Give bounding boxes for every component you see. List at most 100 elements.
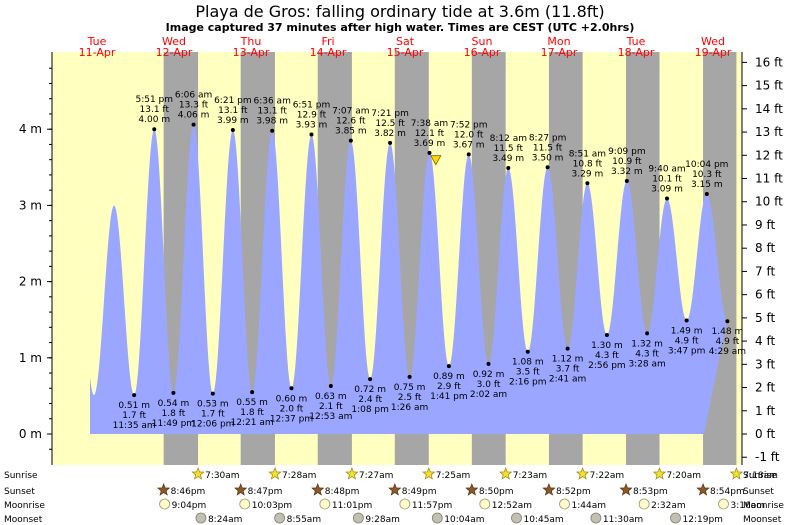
sunrise-time: 7:20am (667, 471, 702, 481)
low-tide-ft: 4.9 ft (716, 337, 740, 347)
low-tide-point (486, 361, 491, 366)
low-tide-m: 0.55 m (236, 398, 268, 408)
day-date: 19-Apr (695, 46, 732, 59)
moonset-icon (352, 512, 364, 524)
low-tide-point (368, 377, 373, 382)
right-tick-label: 14 ft (755, 102, 783, 116)
axes: 0 m 1 m 2 m 3 m 4 m -1 ft 0 ft 1 ft 2 ft 3 ft 4 ft… (19, 52, 783, 465)
high-tide-ft: 10.3 ft (692, 170, 722, 180)
high-tide-ft: 12.9 ft (297, 111, 327, 121)
sunrise-time: 7:18am (743, 471, 778, 481)
low-tide-point (565, 346, 570, 351)
low-tide-point (171, 390, 176, 395)
low-tide-time: 2:41 am (549, 375, 586, 385)
moonset-icon (670, 512, 681, 524)
high-tide-ft: 11.5 ft (494, 144, 524, 154)
low-tide-ft: 4.3 ft (635, 349, 659, 359)
high-tide-time: 6:06 am (175, 91, 212, 101)
sunrise-icon (652, 467, 667, 480)
low-tide-time: 12:06 pm (191, 420, 234, 430)
low-tide-time: 11:49 pm (152, 419, 195, 429)
day-weekday: Thu (240, 35, 262, 48)
low-tide-ft: 2.0 ft (280, 404, 304, 414)
sunrise-icon (422, 467, 436, 480)
low-tide-point (250, 390, 255, 395)
high-tide-point (704, 191, 709, 196)
low-tide-m: 0.63 m (315, 392, 347, 402)
sunset-icon (388, 483, 402, 496)
low-tide-point (645, 331, 650, 336)
high-tide-m: 3.09 m (651, 185, 683, 195)
high-tide-m: 4.00 m (138, 115, 170, 125)
low-tide-ft: 1.8 ft (240, 408, 264, 418)
sunrise-icon (191, 467, 205, 480)
right-tick-label: 1 ft (755, 404, 775, 418)
low-tide-time: 3:47 pm (668, 346, 706, 356)
low-tide-m: 0.54 m (158, 399, 190, 409)
high-tide-ft: 10.1 ft (652, 175, 682, 185)
sunset-icon (465, 483, 479, 496)
high-tide-ft: 13.1 ft (257, 107, 287, 117)
high-tide-point (585, 181, 590, 186)
right-tick-label: -1 ft (755, 450, 780, 464)
high-tide-ft: 13.3 ft (179, 101, 209, 111)
low-tide-point (525, 349, 530, 354)
moonrise-icon (239, 498, 251, 510)
sunset-time: 8:53pm (633, 487, 668, 497)
low-tide-point (132, 393, 137, 398)
right-tick-label: 0 ft (755, 427, 775, 441)
row-label-left: Moonset (4, 515, 43, 525)
sunrise-time: 7:27am (359, 471, 394, 481)
right-tick-label: 6 ft (755, 288, 775, 302)
high-tide-m: 3.49 m (492, 154, 524, 164)
low-tide-point (210, 391, 215, 396)
sunset-time: 8:50pm (479, 487, 514, 497)
moonrise-time: 11:01pm (332, 501, 372, 511)
row-label-right: Sunset (743, 487, 774, 497)
low-tide-ft: 2.1 ft (319, 402, 343, 412)
row-label-left: Sunset (4, 487, 35, 497)
moonrise-icon (479, 498, 491, 510)
day-weekday: Sun (472, 35, 493, 48)
day-weekday: Fri (321, 35, 334, 48)
day-weekday: Tue (87, 35, 107, 48)
high-tide-point (545, 165, 550, 170)
low-tide-time: 2:56 pm (588, 361, 626, 371)
low-tide-m: 1.12 m (552, 355, 584, 365)
high-tide-time: 5:51 pm (135, 95, 173, 105)
moonrise-icon (638, 498, 650, 510)
left-tick-label: 1 m (19, 351, 42, 365)
high-tide-m: 3.82 m (374, 129, 406, 139)
moonrise-time: 1:44am (572, 501, 607, 511)
high-tide-point (427, 150, 432, 155)
row-label-left: Sunrise (4, 471, 38, 481)
sunset-icon (696, 483, 710, 496)
sunrise-icon (345, 467, 359, 480)
sunset-icon (311, 483, 325, 496)
right-tick-label: 11 ft (755, 172, 783, 186)
right-tick-label: 4 ft (755, 334, 775, 348)
moonset-time: 8:24am (208, 515, 243, 525)
high-tide-point (270, 128, 275, 133)
sunset-icon (234, 483, 248, 496)
low-tide-m: 0.72 m (354, 385, 386, 395)
low-tide-ft: 3.7 ft (556, 365, 580, 375)
moonrise-time: 2:32am (651, 501, 686, 511)
tide-area (90, 124, 727, 434)
low-tide-m: 1.30 m (591, 341, 623, 351)
low-tide-ft: 2.9 ft (437, 382, 461, 392)
moonrise-icon (399, 498, 411, 510)
right-tick-label: 15 ft (755, 79, 783, 93)
low-tide-ft: 1.7 ft (201, 410, 225, 420)
tide-curve (90, 124, 727, 434)
sunset-icon (156, 483, 171, 496)
right-tick-label: 3 ft (755, 357, 775, 371)
sunset-time: 8:47pm (248, 487, 283, 497)
low-tide-m: 0.75 m (394, 383, 426, 393)
day-date: 16-Apr (464, 46, 501, 59)
high-tide-time: 6:36 am (253, 97, 290, 107)
high-tide-time: 8:27 pm (529, 133, 567, 143)
low-tide-time: 12:37 pm (270, 414, 313, 424)
high-tide-ft: 10.9 ft (612, 157, 642, 167)
